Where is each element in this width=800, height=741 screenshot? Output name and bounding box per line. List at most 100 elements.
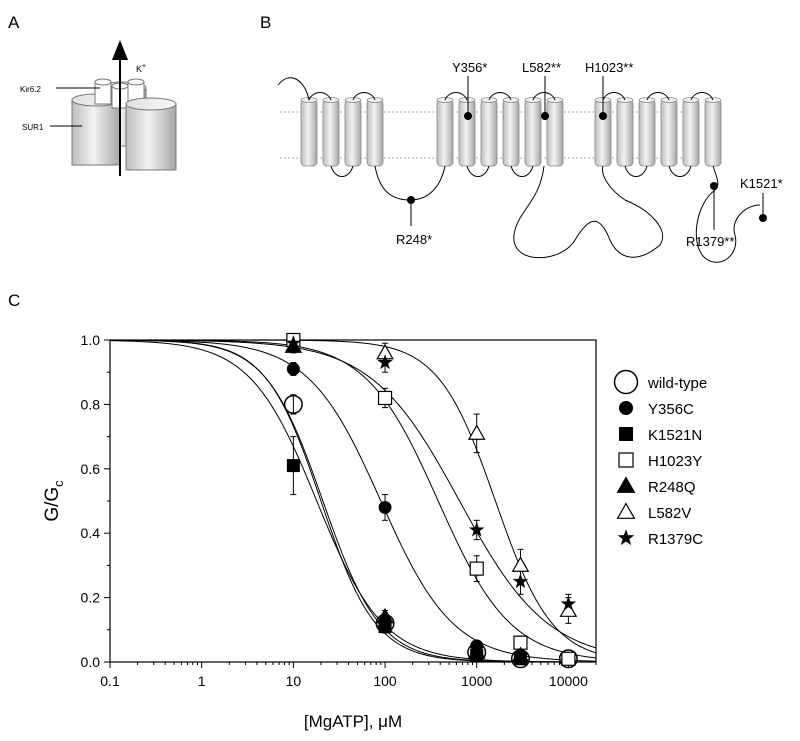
- legend-item-wild-type: wild-type: [613, 369, 707, 395]
- legend-label-h1023y: H1023Y: [648, 453, 702, 470]
- legend-label-r1379c: R1379C: [648, 531, 703, 548]
- legend-item-l582v: L582V: [616, 502, 691, 522]
- legend-marker-wild-type: [613, 369, 639, 395]
- legend-item-r248q: R248Q: [616, 476, 696, 496]
- legend-marker-y356c: [619, 401, 633, 415]
- x-tick-label: 1: [198, 673, 206, 689]
- tm-helix-15: [682, 97, 700, 167]
- tm-helix-5: [436, 97, 454, 167]
- sur1-label: SUR1: [22, 123, 44, 132]
- data-point-r248q: [511, 646, 530, 663]
- data-point-r1379c: [377, 354, 393, 370]
- tm-helix-6: [458, 97, 476, 167]
- svg-text:L582**: L582**: [522, 60, 561, 75]
- axis-ticks: 0.1 1 10 100 1000 10000 0.0 0.2 0.4 0.6 0.8 1.0: [81, 332, 597, 689]
- legend-item-k1521n: K1521N: [619, 427, 702, 444]
- kir62-label: Kir6.2: [20, 85, 41, 94]
- legend-item-y356c: Y356C: [619, 401, 694, 418]
- x-tick-label: 100: [373, 673, 397, 689]
- data-point-r248q: [467, 643, 486, 659]
- x-tick-label: 1000: [461, 673, 492, 689]
- tm-helix-10: [546, 97, 564, 167]
- data-point-h1023y: [469, 561, 484, 576]
- tm-helix-9: [524, 97, 542, 167]
- data-point-y356c: [286, 362, 300, 376]
- y-axis-label: G/Gc: [42, 480, 66, 522]
- ion-label: K+: [136, 63, 146, 74]
- legend-marker-r1379c: [617, 529, 635, 546]
- legend-marker-h1023y: [618, 452, 634, 468]
- fit-curve-r248q: [109, 339, 596, 663]
- svg-text:R1379**: R1379**: [686, 234, 734, 249]
- panel-c: C 0.1 1 10 100 1000 10000 0.0 0.2 0.4 0.6 0.8 1.0 G…: [8, 291, 707, 731]
- loops-path: [277, 77, 761, 263]
- kir62-cylinder-2-top: [127, 78, 145, 86]
- tm-helix-2: [322, 97, 340, 167]
- panel-a-letter: A: [8, 13, 20, 32]
- x-axis-label: [MgATP], μM: [304, 712, 402, 731]
- mutation-r248: R248*: [396, 196, 432, 247]
- fit-curves: [109, 339, 597, 663]
- tm-helix-1: [300, 97, 318, 167]
- data-point-r1379c: [468, 521, 485, 537]
- tm-helix-3: [344, 97, 362, 167]
- x-tick-label: 0.1: [100, 673, 120, 689]
- tm-helix-16: [704, 97, 722, 167]
- error-bar-wild-type: [290, 394, 297, 415]
- legend-item-h1023y: H1023Y: [618, 452, 702, 470]
- ion-flow-arrow-icon: [112, 40, 128, 60]
- mutation-h1023: H1023**: [585, 60, 633, 120]
- fit-curve-h1023y: [110, 339, 597, 659]
- tm-helix-8: [502, 97, 520, 167]
- y-tick-label: 0.0: [81, 654, 101, 670]
- data-point-y356c: [378, 500, 392, 514]
- topology-diagram: R248* Y356* L582** H1023** R1379**: [277, 60, 783, 263]
- legend: wild-type Y356C K1521N H1023Y R248Q L582V R137…: [613, 369, 707, 548]
- legend-marker-l582v: [616, 502, 636, 519]
- data-point-r1379c: [285, 335, 302, 350]
- legend-marker-k1521n: [619, 427, 633, 441]
- mutation-r1379: R1379**: [686, 182, 734, 249]
- tm-helix-12: [616, 97, 634, 167]
- legend-marker-r248q: [616, 476, 636, 493]
- data-point-r1379c: [512, 573, 529, 589]
- svg-text:R248*: R248*: [396, 232, 432, 247]
- fit-curve-k1521n: [109, 340, 597, 663]
- svg-text:H1023**: H1023**: [585, 60, 633, 75]
- chart: 0.1 1 10 100 1000 10000 0.0 0.2 0.4 0.6 0.8 1.0 G/G…: [42, 332, 707, 731]
- svg-text:Y356*: Y356*: [452, 60, 487, 75]
- sur1-cylinder-right: [125, 103, 177, 171]
- panel-a: A K+ Kir6.2 SUR1: [8, 13, 177, 176]
- error-bars: [290, 336, 572, 663]
- legend-label-wild-type: wild-type: [647, 375, 707, 392]
- plot-area: [109, 339, 597, 663]
- data-point-l582v: [511, 556, 530, 572]
- legend-item-r1379c: R1379C: [617, 529, 703, 548]
- legend-label-y356c: Y356C: [648, 401, 694, 418]
- sur1-cylinder-left: [71, 99, 121, 166]
- y-tick-label: 0.4: [81, 525, 101, 541]
- tm-helix-4: [366, 97, 384, 167]
- data-point-h1023y: [561, 651, 576, 666]
- kir62-cylinder-1-top: [94, 78, 112, 86]
- mutation-k1521: K1521*: [740, 176, 783, 222]
- panel-b: B R248* Y356* L582**: [260, 13, 783, 263]
- y-tick-label: 1.0: [81, 332, 101, 348]
- data-point-l582v: [467, 424, 486, 440]
- tm-helix-13: [638, 97, 656, 167]
- panel-b-letter: B: [260, 13, 271, 32]
- legend-label-k1521n: K1521N: [648, 427, 702, 444]
- fit-curve-l582v: [110, 339, 597, 654]
- data-points: [283, 332, 578, 669]
- panel-c-letter: C: [8, 291, 20, 310]
- x-tick-label: 10000: [549, 673, 588, 689]
- data-point-wild-type: [558, 649, 578, 669]
- y-tick-label: 0.6: [81, 461, 101, 477]
- y-tick-label: 0.8: [81, 396, 101, 412]
- tm-helix-7: [480, 97, 498, 167]
- y-tick-label: 0.2: [81, 590, 101, 606]
- data-point-r248q: [376, 607, 394, 624]
- fit-curve-wild-type: [109, 339, 597, 663]
- x-tick-label: 10: [286, 673, 302, 689]
